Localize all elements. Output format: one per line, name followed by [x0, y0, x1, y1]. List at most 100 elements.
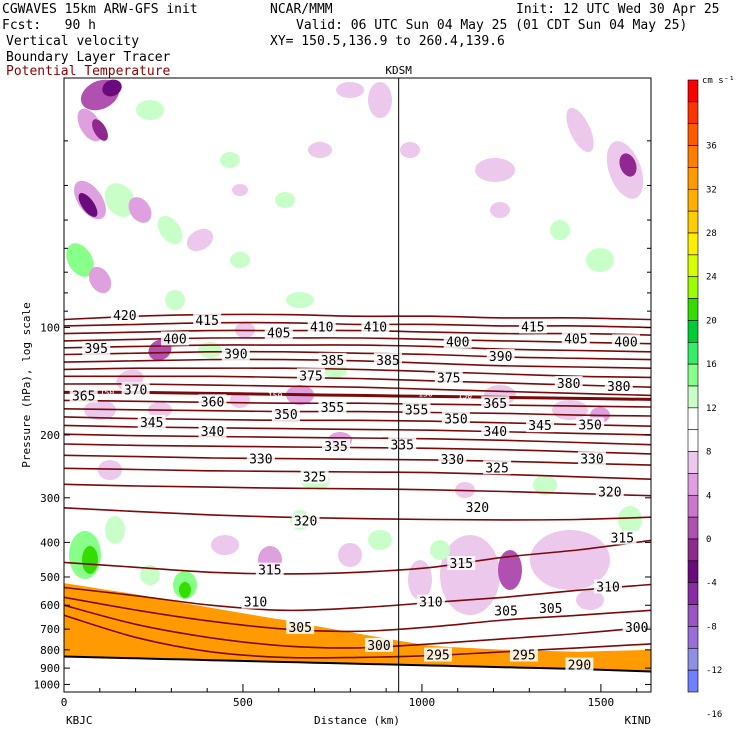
- colorbar-swatch: [687, 210, 699, 234]
- y-tick-label: 300: [40, 492, 60, 505]
- contour-label-bg: [361, 319, 390, 334]
- velocity-blob: [440, 535, 500, 615]
- contour-label-bg: [322, 438, 351, 453]
- velocity-blob: [140, 565, 160, 585]
- colorbar-swatch: [687, 320, 699, 343]
- contour-label-bg: [221, 346, 250, 361]
- contour-label-bg: [447, 556, 476, 571]
- y-tick-label: 900: [40, 662, 60, 675]
- plot-frame: [63, 77, 652, 693]
- contour-label-bg: [608, 530, 637, 545]
- forecast-hour: Fcst: 90 h: [2, 18, 96, 33]
- contour-label-bg: [160, 331, 189, 346]
- colorbar-unit: cm s⁻¹: [702, 76, 735, 86]
- colorbar-swatch: [687, 341, 699, 365]
- velocity-blob: [619, 153, 637, 177]
- field-potential-temperature: Potential Temperature: [6, 64, 171, 79]
- velocity-blob: [136, 100, 164, 120]
- velocity-blob: [128, 197, 152, 223]
- colorbar-swatch: [687, 298, 699, 321]
- contour-label-bg: [69, 388, 98, 403]
- contour-label: 330: [441, 453, 464, 468]
- contour-small-label: 150: [458, 391, 473, 400]
- contour-label: 350: [444, 412, 467, 427]
- contour-label-bg: [424, 647, 453, 662]
- colorbar-label: -16: [706, 710, 722, 720]
- velocity-blob: [552, 400, 588, 420]
- contour-label-bg: [300, 469, 329, 484]
- contour-label: 345: [140, 416, 163, 431]
- velocity-blob: [98, 460, 122, 480]
- colorbar-swatch: [687, 451, 699, 474]
- contour-label: 410: [364, 320, 387, 335]
- contour-label: 330: [249, 452, 272, 467]
- contour-label-bg: [594, 579, 623, 594]
- velocity-blob: [88, 266, 112, 294]
- x-axis-title: Distance (km): [314, 714, 400, 727]
- colorbar-swatch: [687, 123, 699, 146]
- colorbar-swatch: [687, 516, 699, 540]
- colorbar-swatch: [687, 101, 699, 125]
- contour-label: 390: [489, 350, 512, 365]
- velocity-blob: [430, 540, 450, 560]
- velocity-blob: [400, 142, 420, 158]
- colorbar-swatch: [687, 604, 699, 627]
- contour-label: 345: [528, 419, 551, 434]
- contour-label-bg: [307, 319, 336, 334]
- velocity-blob: [165, 290, 185, 310]
- contour-label-bg: [604, 379, 633, 394]
- contour-label-bg: [483, 460, 512, 475]
- velocity-blob: [104, 183, 136, 217]
- colorbar-label: 20: [706, 316, 717, 326]
- contour-label: 385: [376, 354, 399, 369]
- boundary-layer-tracer-band: [64, 583, 651, 672]
- model-title: CGWAVES 15km ARW-GFS init: [2, 2, 198, 17]
- init-time: Init: 12 UTC Wed 30 Apr 25: [516, 2, 720, 17]
- contour-label-bg: [481, 396, 510, 411]
- contour-label: 320: [598, 486, 621, 501]
- theta-contour-305: [64, 596, 651, 633]
- contour-label: 405: [267, 327, 290, 342]
- contour-label-bg: [438, 451, 467, 466]
- theta-contour-395: [64, 350, 651, 361]
- velocity-blob: [82, 546, 98, 574]
- theta-contour-345: [64, 433, 651, 446]
- colorbar-label: -12: [706, 666, 722, 676]
- velocity-blob: [102, 79, 122, 97]
- colorbar-swatch: [687, 560, 699, 584]
- contour-label-bg: [291, 513, 320, 528]
- contour-label: 405: [564, 332, 587, 347]
- theta-contour-315: [64, 539, 651, 575]
- theta-contour-300: [64, 604, 651, 649]
- colorbar-label: 28: [706, 229, 717, 239]
- x-tick-label: 500: [233, 696, 253, 709]
- colorbar-swatch: [687, 429, 699, 452]
- theta-contour-330: [64, 467, 651, 480]
- contour-label: 320: [294, 515, 317, 530]
- theta-contour-415: [64, 321, 651, 329]
- contour-label: 325: [303, 470, 326, 485]
- velocity-blob: [275, 192, 295, 208]
- x-tick-label: 0: [61, 696, 68, 709]
- colorbar-swatch: [687, 647, 699, 671]
- colorbar-label: 36: [706, 142, 717, 152]
- contour-label-bg: [561, 331, 590, 346]
- left-endpoint-label: KBJC: [66, 714, 93, 727]
- contour-label-bg: [373, 352, 402, 367]
- theta-contour-375: [64, 383, 651, 397]
- colorbar-swatch: [687, 188, 699, 212]
- contour-label-bg: [622, 620, 651, 635]
- contour-label-bg: [364, 637, 393, 652]
- contour-label-bg: [110, 308, 139, 323]
- contour-label-bg: [526, 418, 555, 433]
- contour-label-bg: [246, 451, 275, 466]
- theta-contour-420: [64, 313, 651, 321]
- theta-contours: [64, 313, 651, 659]
- org-label: NCAR/MMM: [270, 2, 333, 17]
- contour-label: 415: [521, 320, 544, 335]
- theta-contour-325: [64, 483, 651, 497]
- theta-contour-370: [64, 390, 651, 401]
- velocity-blob: [550, 220, 570, 240]
- contour-label-bg: [481, 423, 510, 438]
